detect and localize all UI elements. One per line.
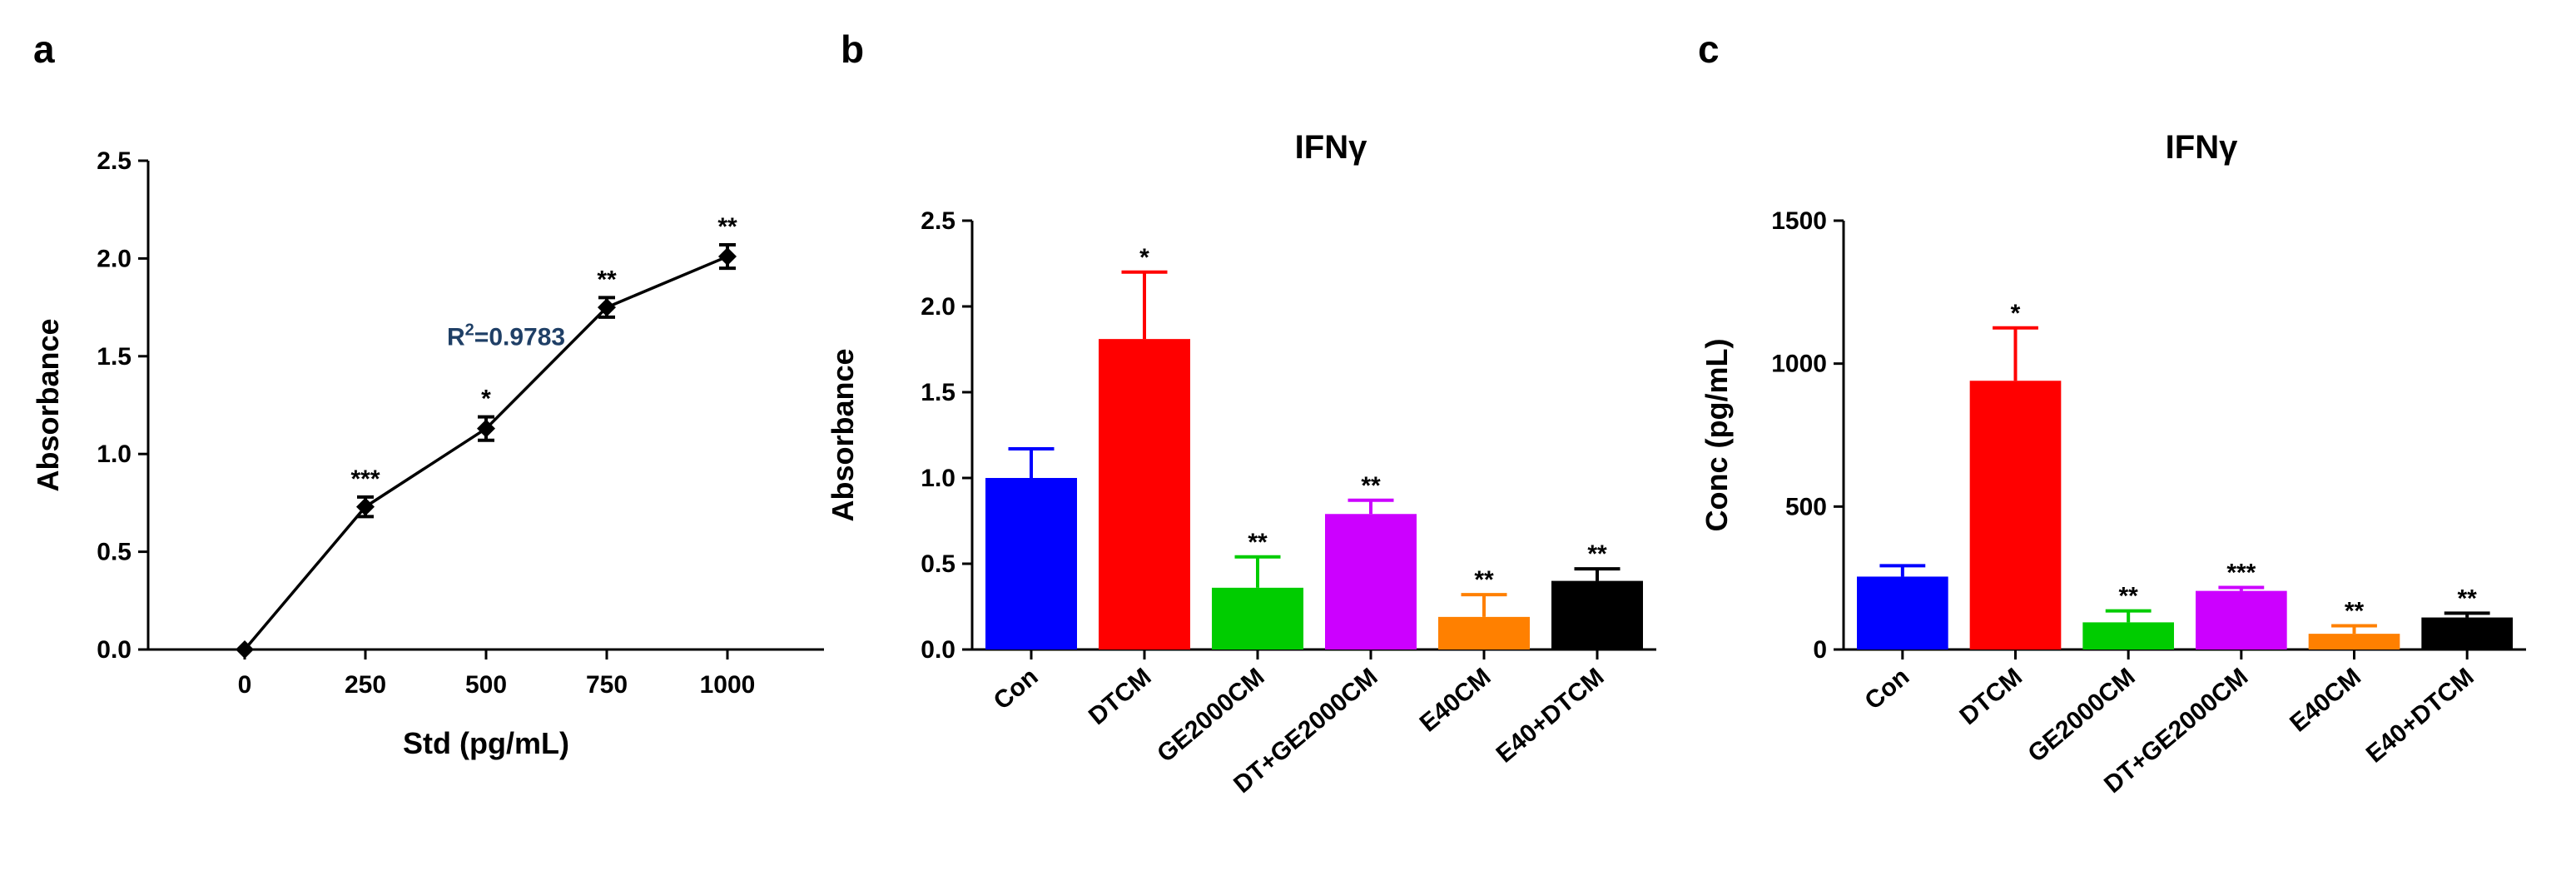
significance-label: *: [2011, 300, 2021, 327]
y-tick-label: 0: [1813, 636, 1827, 664]
y-tick-label: 2.5: [921, 207, 955, 235]
x-tick-label: 1000: [700, 671, 756, 699]
y-tick-label: 0.0: [921, 636, 955, 664]
panel-letter-b: b: [841, 27, 864, 71]
significance-label: *: [1139, 244, 1149, 271]
chart-b: IFNγ 0.0 0.5 1.0 1.5 2.0 2.5 Absorbance Con * DTCM…: [826, 129, 1656, 799]
data-point: [718, 247, 737, 266]
bar: [2308, 634, 2400, 650]
bar: [1099, 339, 1190, 650]
y-tick-label: 0.0: [97, 636, 132, 664]
x-tick-label: E40+DTCM: [1491, 663, 1610, 769]
data-point: [236, 640, 254, 659]
significance-label: ***: [2226, 559, 2256, 586]
data-point: [598, 298, 616, 317]
chart-title: IFNγ: [2166, 129, 2238, 166]
bar: [1212, 587, 1303, 650]
y-tick-label: 0.5: [97, 539, 132, 566]
bar: [2082, 622, 2174, 650]
y-tick-label: 2.0: [921, 293, 955, 321]
x-tick-label: 0: [238, 671, 252, 699]
y-tick-label: 1.5: [97, 343, 132, 371]
y-axis-label: Conc (pg/mL): [1700, 339, 1734, 532]
y-tick-label: 1.0: [921, 465, 955, 492]
significance-label: **: [1474, 566, 1494, 594]
r-squared-superscript: 2: [465, 321, 474, 340]
y-tick-label: 500: [1785, 493, 1827, 520]
y-axis-label: Absorbance: [826, 348, 860, 521]
y-tick-label: 1000: [1771, 351, 1827, 378]
data-point: [477, 419, 495, 438]
x-tick-label: Con: [1859, 663, 1914, 715]
bar: [1551, 580, 1643, 650]
chart-title: IFNγ: [1295, 129, 1367, 166]
y-tick-label: 2.5: [97, 147, 132, 175]
r-squared-annotation: R2=0.9783: [447, 321, 565, 351]
series-line: [243, 255, 728, 651]
y-tick-label: 1.0: [97, 440, 132, 468]
bar: [985, 478, 1077, 650]
significance-label: **: [1587, 540, 1607, 568]
y-axis-label: Absorbance: [31, 318, 65, 491]
bar: [1857, 576, 1948, 650]
significance-label: **: [1248, 529, 1268, 556]
panel-letter-a: a: [33, 27, 55, 71]
x-tick-label: 750: [586, 671, 628, 699]
x-tick-label: 250: [345, 671, 386, 699]
y-tick-label: 0.5: [921, 550, 955, 578]
significance-label: **: [2457, 585, 2477, 612]
significance-label: **: [597, 266, 617, 293]
x-tick-label: E40+DTCM: [2361, 663, 2479, 769]
data-point: [356, 497, 375, 516]
y-tick-label: 1.5: [921, 379, 955, 406]
chart-a: 0.0 0.5 1.0 1.5 2.0 2.5 0 250 500 750 1000 Std (pg/…: [31, 147, 824, 760]
x-tick-label: GE2000CM: [1152, 663, 1269, 768]
r-squared-value: =0.9783: [474, 324, 565, 351]
x-tick-label: DTCM: [1084, 663, 1157, 730]
x-tick-label: DTCM: [1954, 663, 2028, 730]
y-tick-label: 2.0: [97, 245, 132, 272]
bar: [2421, 617, 2513, 650]
r-squared-r: R: [447, 324, 465, 351]
significance-label: **: [1361, 472, 1381, 500]
panel-letter-c: c: [1698, 27, 1720, 71]
y-tick-label: 1500: [1771, 207, 1827, 235]
significance-label: **: [2118, 583, 2138, 610]
x-tick-label: 500: [465, 671, 507, 699]
bar: [1969, 381, 2062, 650]
x-axis-label: Std (pg/mL): [403, 726, 569, 760]
significance-label: **: [717, 213, 737, 241]
x-tick-label: Con: [989, 663, 1044, 715]
x-tick-label: E40CM: [2285, 663, 2366, 738]
x-tick-label: GE2000CM: [2023, 663, 2140, 768]
bar: [1438, 616, 1530, 650]
significance-label: **: [2345, 598, 2365, 625]
chart-c: IFNγ 0 500 1000 1500 Conc (pg/mL) Con * DTCM ** GE…: [1700, 129, 2526, 799]
significance-label: ***: [350, 465, 380, 493]
x-tick-label: E40CM: [1415, 663, 1496, 738]
bar: [2196, 590, 2287, 650]
bar: [1325, 514, 1417, 650]
significance-label: *: [481, 386, 491, 413]
